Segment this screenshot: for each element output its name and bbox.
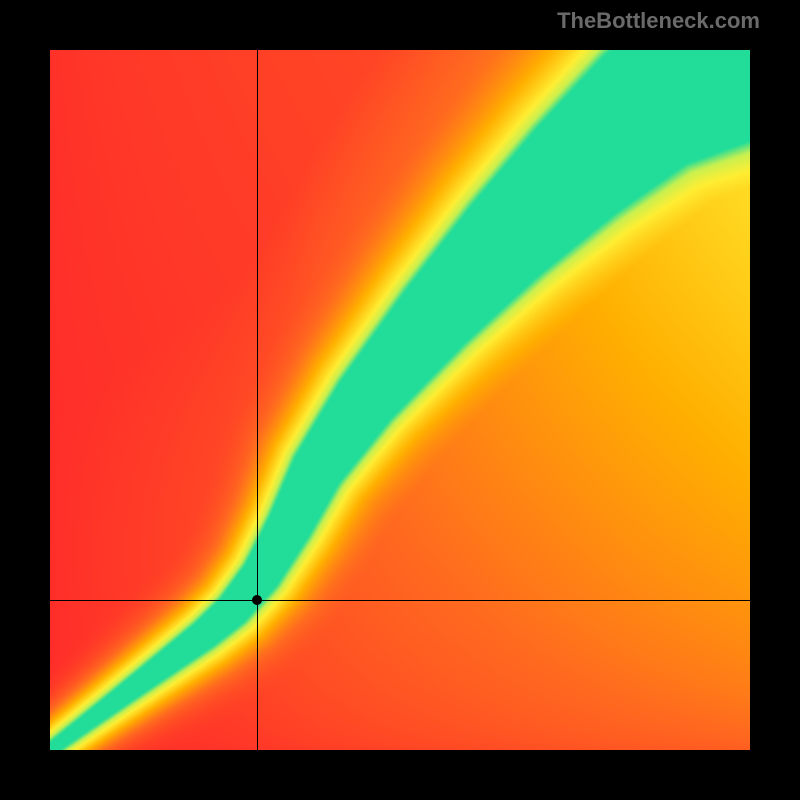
crosshair-vertical [257,50,258,750]
watermark-text: TheBottleneck.com [557,8,760,34]
heatmap-plot [50,50,750,750]
crosshair-marker-dot [252,595,262,605]
crosshair-horizontal [50,600,750,601]
heatmap-canvas [50,50,750,750]
